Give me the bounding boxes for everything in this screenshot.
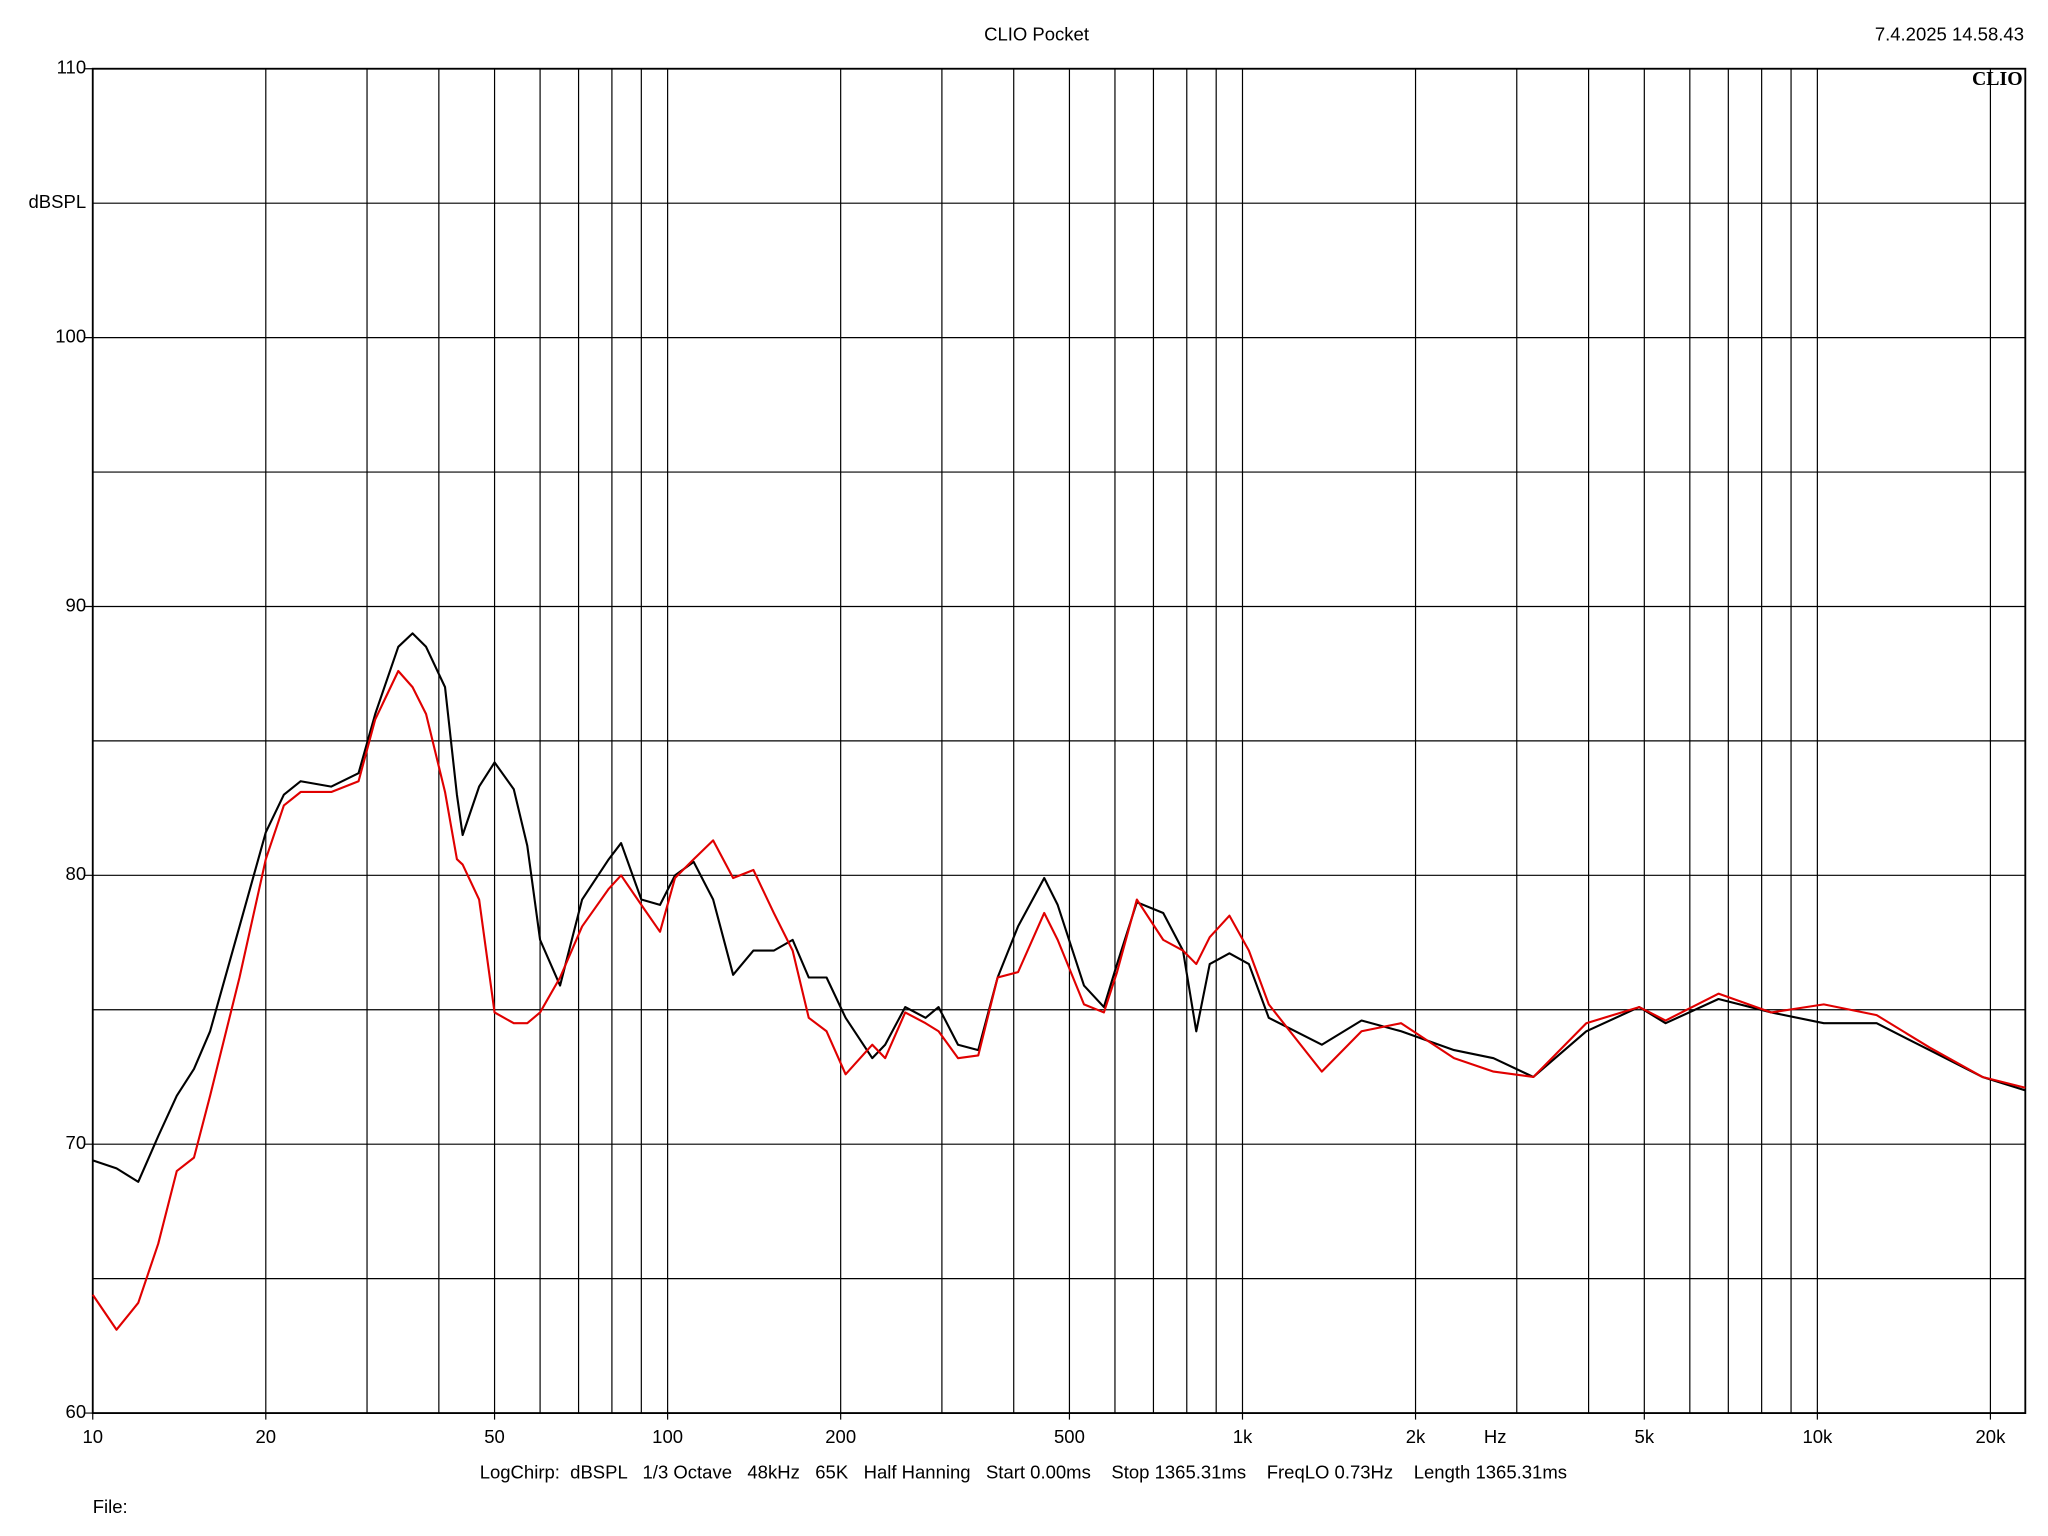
x-tick-label: 2k (1406, 1426, 1426, 1447)
x-axis-label: Hz (1484, 1426, 1507, 1447)
y-tick-label: 110 (57, 57, 87, 78)
x-tick-label: 10 (82, 1426, 103, 1447)
x-tick-label: 500 (1054, 1426, 1085, 1447)
x-tick-label: 5k (1635, 1426, 1655, 1447)
y-tick-label: 60 (66, 1401, 87, 1422)
footer: LogChirp: dBSPL 1/3 Octave 48kHz 65K Hal… (480, 1462, 1567, 1483)
series-line (91, 669, 2026, 1331)
y-tick-label: 70 (66, 1132, 87, 1153)
x-tick-label: 20k (1976, 1426, 2007, 1447)
series-line (92, 632, 2026, 1183)
y-tick-label: 90 (66, 594, 87, 615)
x-tick-label: 1k (1233, 1426, 1253, 1447)
plot-frame (91, 67, 2027, 1414)
file-label: File: (93, 1496, 128, 1517)
x-tick-label: 100 (652, 1426, 683, 1447)
y-axis-label: dBSPL (29, 191, 87, 212)
x-tick-label: 20 (256, 1426, 277, 1447)
x-tick-label: 50 (484, 1426, 505, 1447)
chart-title: CLIO Pocket (984, 24, 1089, 45)
y-tick-label: 80 (66, 863, 87, 884)
y-tick-label: 100 (55, 325, 86, 346)
x-tick-label: 10k (1802, 1426, 1833, 1447)
x-tick-label: 200 (825, 1426, 856, 1447)
brand: CLIO (1972, 68, 2023, 90)
timestamp: 7.4.2025 14.58.43 (1875, 24, 2024, 45)
